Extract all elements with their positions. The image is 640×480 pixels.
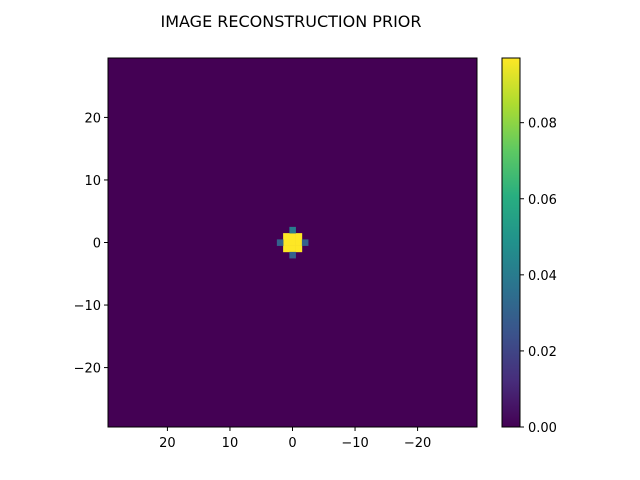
- heatmap-cell: [289, 233, 296, 240]
- heatmap-cell: [283, 233, 290, 240]
- heatmap-cell: [276, 239, 284, 246]
- heatmap-cell: [295, 233, 303, 240]
- heatmap-cell: [289, 226, 296, 234]
- colorbar-tick-label: 0.06: [528, 193, 557, 208]
- colorbar-gradient: [502, 58, 520, 427]
- heatmap-cell: [295, 239, 303, 246]
- y-axis: 20 10 0 −10 −20: [74, 111, 108, 377]
- colorbar: 0.00 0.02 0.04 0.06 0.08: [501, 57, 557, 436]
- y-tick-label: 10: [84, 174, 101, 189]
- y-tick-label: −10: [74, 299, 101, 314]
- plot-area: 20 10 0 −10 −20 20 10 0 −10 −20: [74, 57, 478, 451]
- x-axis: 20 10 0 −10 −20: [159, 427, 431, 451]
- x-tick-label: 0: [288, 436, 296, 451]
- heatmap-cell: [289, 251, 296, 259]
- heatmap-cell: [283, 239, 290, 246]
- colorbar-ticks: 0.00 0.02 0.04 0.06 0.08: [520, 117, 557, 436]
- colorbar-frame: [501, 57, 521, 428]
- x-tick-label: 10: [222, 436, 239, 451]
- y-tick-label: 20: [84, 111, 101, 126]
- colorbar-tick-label: 0.00: [528, 421, 557, 436]
- x-tick-label: 20: [159, 436, 176, 451]
- y-tick-label: 0: [93, 237, 101, 252]
- heatmap-cell: [295, 245, 303, 253]
- chart-title: IMAGE RECONSTRUCTION PRIOR: [160, 12, 421, 31]
- colorbar-tick-label: 0.04: [528, 269, 557, 284]
- y-tick-label: −20: [74, 362, 101, 377]
- heatmap-cell: [289, 239, 296, 246]
- x-tick-label: −10: [341, 436, 368, 451]
- heatmap-cell: [301, 239, 309, 246]
- heatmap-cell: [289, 245, 296, 253]
- x-tick-label: −20: [404, 436, 431, 451]
- colorbar-tick-label: 0.08: [528, 117, 557, 132]
- heatmap-cells: [276, 226, 309, 259]
- colorbar-tick-label: 0.02: [528, 345, 557, 360]
- heatmap-cell: [283, 245, 290, 253]
